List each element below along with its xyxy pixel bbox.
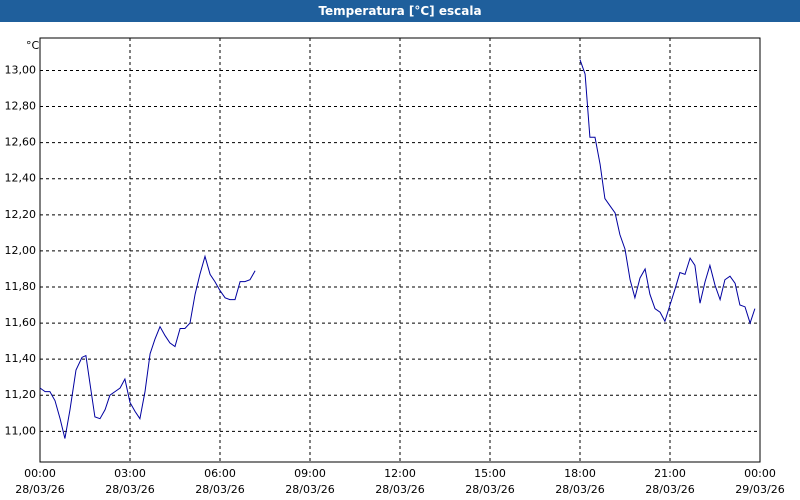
x-tick-date: 28/03/26 (375, 483, 424, 496)
y-tick-label: 12,20 (5, 208, 37, 221)
y-tick-label: 12,40 (5, 172, 37, 185)
y-tick-label: 12,00 (5, 244, 37, 257)
y-tick-label: 11,80 (5, 280, 37, 293)
y-tick-label: 11,60 (5, 316, 37, 329)
x-tick-label: 03:00 (114, 467, 146, 480)
x-tick-label: 06:00 (204, 467, 236, 480)
x-tick-date: 28/03/26 (645, 483, 694, 496)
x-tick-label: 15:00 (474, 467, 506, 480)
y-tick-label: 11,00 (5, 424, 37, 437)
x-tick-date: 29/03/26 (735, 483, 784, 496)
x-tick-date: 28/03/26 (555, 483, 604, 496)
y-tick-label: 12,80 (5, 100, 37, 113)
x-tick-date: 28/03/26 (465, 483, 514, 496)
y-axis-unit: °C (26, 39, 40, 52)
y-tick-label: 11,20 (5, 388, 37, 401)
x-tick-label: 12:00 (384, 467, 416, 480)
y-tick-label: 11,40 (5, 352, 37, 365)
x-tick-label: 21:00 (654, 467, 686, 480)
x-tick-label: 09:00 (294, 467, 326, 480)
y-tick-label: 12,60 (5, 136, 37, 149)
x-tick-label: 00:00 (744, 467, 776, 480)
title-bar: Temperatura [°C] escala (0, 0, 800, 22)
x-tick-date: 28/03/26 (195, 483, 244, 496)
y-tick-label: 13,00 (5, 63, 37, 76)
x-tick-date: 28/03/26 (105, 483, 154, 496)
x-tick-label: 00:00 (24, 467, 56, 480)
x-tick-label: 18:00 (564, 467, 596, 480)
chart: °C 11,00 11,20 11,40 11,60 11,80 12,00 12,20 12… (5, 37, 785, 496)
data-line (39, 59, 756, 439)
x-tick-date: 28/03/26 (285, 483, 334, 496)
x-tick-date: 28/03/26 (15, 483, 64, 496)
